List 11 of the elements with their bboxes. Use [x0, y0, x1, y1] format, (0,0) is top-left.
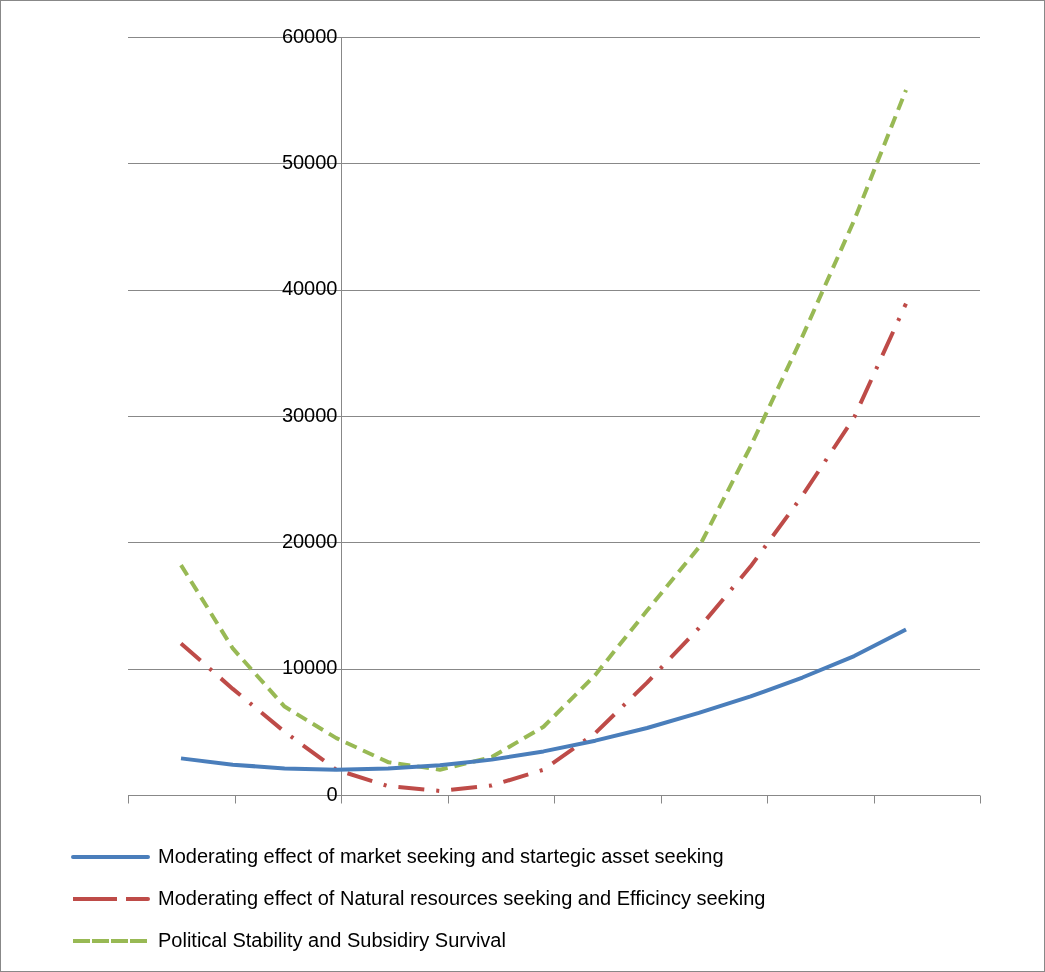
- y-tick-label: 30000: [281, 403, 338, 426]
- legend-label: Political Stability and Subsidiry Survival: [158, 928, 506, 951]
- y-tick-label: 60000: [281, 24, 338, 47]
- line-series: [179, 88, 908, 772]
- legend-label: Moderating effect of market seeking and startegic asset seeking: [158, 844, 724, 867]
- y-tick-label: 40000: [281, 277, 338, 300]
- y-tick-label: 50000: [281, 150, 338, 173]
- y-tick-label: 20000: [281, 529, 338, 552]
- y-tick-label: 0: [326, 782, 338, 805]
- legend-label: Moderating effect of Natural resources seeking and Efficincy seeking: [158, 886, 766, 909]
- y-tick-label: 10000: [281, 656, 338, 679]
